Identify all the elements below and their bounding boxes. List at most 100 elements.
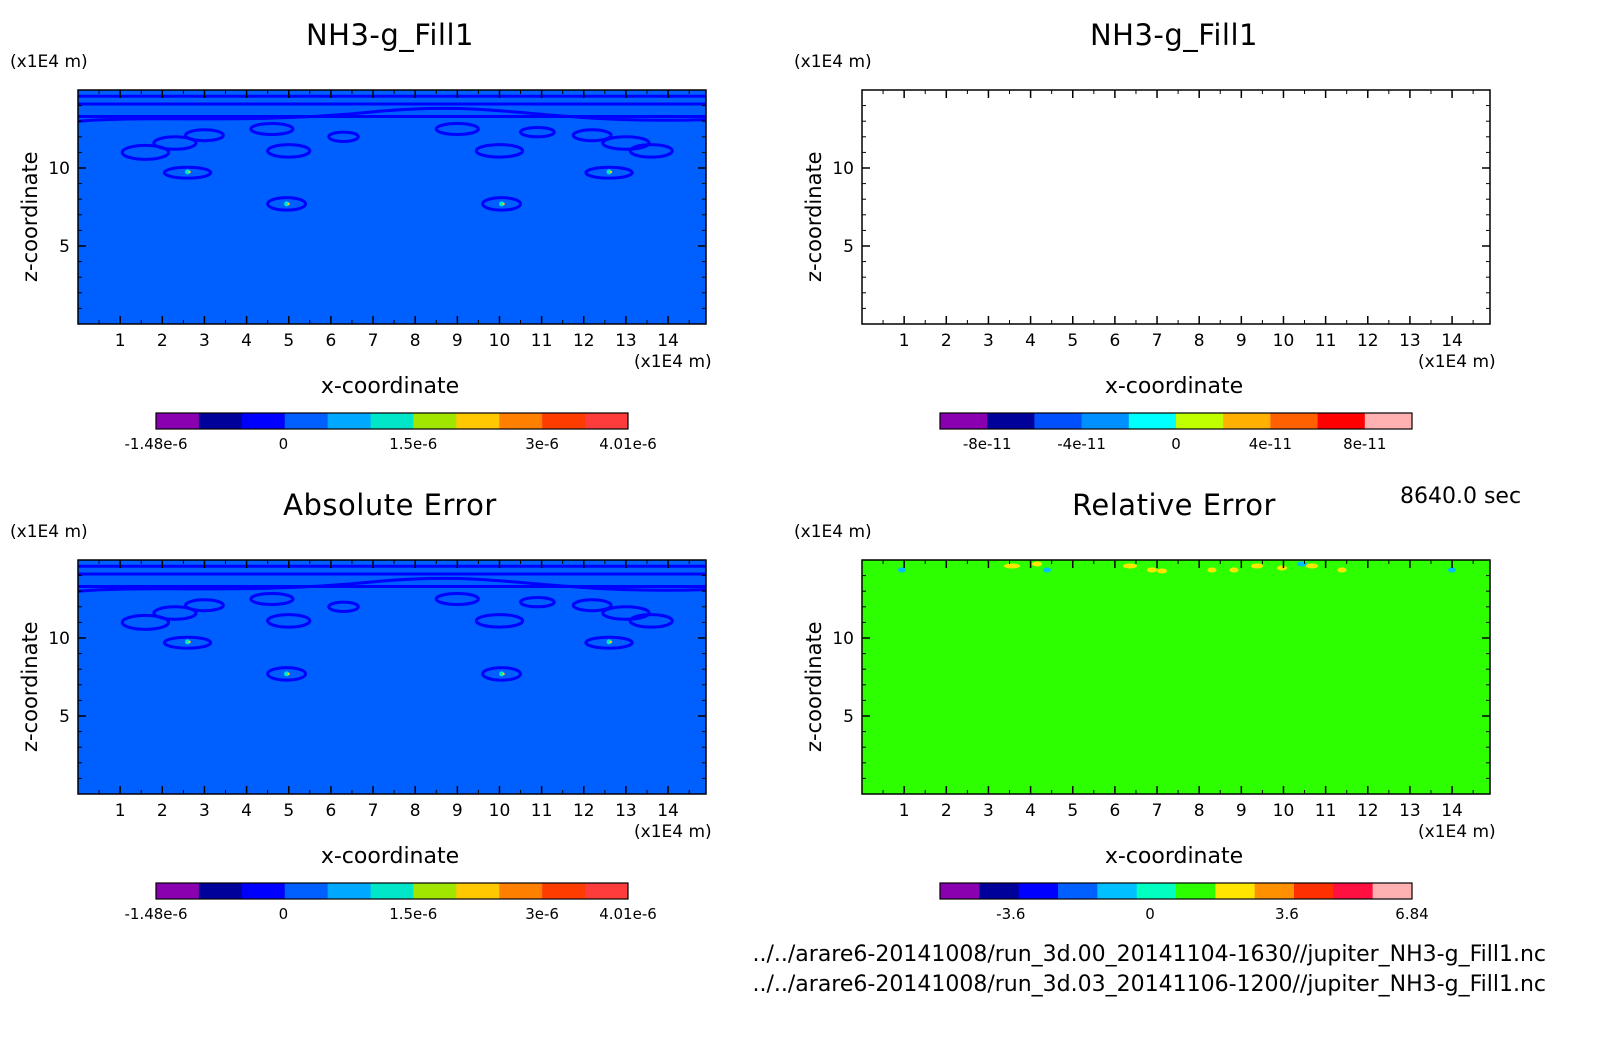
x-tick-label: 13 [1399,801,1421,821]
x-unit-label: (x1E4 m) [1418,822,1496,842]
y-tick-label: 5 [843,237,854,257]
x-tick-label: 10 [489,801,511,821]
x-tick-label: 13 [615,331,637,351]
colorbar-segment [585,413,629,429]
x-tick-label: 13 [615,801,637,821]
contour-blob [183,598,225,613]
y-tick-label: 5 [843,707,854,727]
colorbar-segment [585,883,629,899]
colorbar-segment [156,413,200,429]
contour-blob [481,196,523,212]
chart-title: Relative Error [1072,488,1276,522]
colorbar-segment [327,413,372,429]
contour-peak [606,169,612,175]
contour-blob [571,598,613,613]
x-tick-label: 1 [899,331,910,351]
contour-peak [502,202,505,206]
colorbar-segment [1372,883,1413,899]
contour-peak [188,640,191,644]
contour-blob [628,613,674,629]
plot-frame [77,89,707,325]
plot-background [862,90,1490,324]
chart-title: NH3-g_Fill1 [1089,18,1259,52]
chart-title: NH3-g_Fill1 [305,18,475,52]
contour-peak [284,671,290,677]
contour-peak [499,201,505,207]
y-tick-label: 10 [48,629,70,649]
x-tick-label: 10 [1273,801,1295,821]
x-unit-label: (x1E4 m) [634,822,712,842]
colorbar-frame [939,412,1413,430]
contour-blob [327,600,360,613]
plot-background [862,560,1490,794]
x-tick-label: 6 [1109,801,1120,821]
x-tick-label: 8 [410,801,421,821]
colorbar-segment [1128,413,1177,429]
x-tick-label: 14 [1441,331,1463,351]
contour-peak [287,202,290,206]
error-spot [1147,567,1157,573]
x-tick-label: 3 [199,331,210,351]
plot-background [78,560,706,794]
contour-blob [571,128,613,143]
contour-blob [327,130,360,143]
x-tick-label: 5 [283,801,294,821]
x-tick-label: 14 [657,801,679,821]
colorbar-frame [939,882,1413,900]
contour-blob [162,635,213,650]
error-spot [1123,563,1137,569]
contour-blob [584,165,634,180]
colorbar-segment [1215,883,1256,899]
x-unit-label: (x1E4 m) [634,352,712,372]
x-tick-label: 5 [1067,801,1078,821]
x-tick-label: 7 [1152,801,1163,821]
colorbar-label: -8e-11 [963,435,1012,453]
colorbar-label: 1.5e-6 [389,905,437,923]
field-layer [77,94,707,212]
y-unit-label: (x1E4 m) [10,522,88,542]
x-tick-label: 14 [1441,801,1463,821]
x-tick-label: 3 [983,801,994,821]
colorbar-label: 0 [1171,435,1181,453]
colorbar-segment [1034,413,1083,429]
x-tick-label: 7 [1152,331,1163,351]
y-unit-label: (x1E4 m) [10,52,88,72]
colorbar-segment [1136,883,1177,899]
x-tick-label: 9 [452,801,463,821]
colorbar-segment [1270,413,1319,429]
colorbar-segment [1081,413,1130,429]
contour-peak [185,639,191,645]
colorbar-label: 8e-11 [1343,435,1386,453]
contour-peak [287,672,290,676]
x-tick-label: 12 [1357,331,1379,351]
x-tick-label: 9 [452,331,463,351]
colorbar-segment [1333,883,1374,899]
x-tick-label: 6 [1109,331,1120,351]
x-tick-label: 5 [283,331,294,351]
colorbar-segment [284,413,329,429]
colorbar-label: 4.01e-6 [599,905,657,923]
colorbar-segment [1317,413,1366,429]
x-tick-label: 11 [531,801,553,821]
y-tick-label: 5 [59,237,70,257]
colorbar-label: 0 [279,435,289,453]
contour-blob [266,666,308,682]
colorbar-label: 4.01e-6 [599,435,657,453]
colorbar-segment [1176,883,1216,899]
x-tick-label: 12 [573,331,595,351]
colorbar-segment [542,883,586,899]
colorbar-segment [499,413,543,429]
colorbar-frame [155,412,629,430]
colorbar-label: 3.6 [1275,905,1299,923]
x-axis-label: x-coordinate [320,844,460,869]
contour-peak [185,169,191,175]
contour-peak [499,671,505,677]
colorbar-segment [979,883,1020,899]
y-tick-label: 10 [832,159,854,179]
colorbar-segment [1097,883,1138,899]
y-tick-label: 10 [832,629,854,649]
colorbar-label: 3e-6 [525,905,559,923]
